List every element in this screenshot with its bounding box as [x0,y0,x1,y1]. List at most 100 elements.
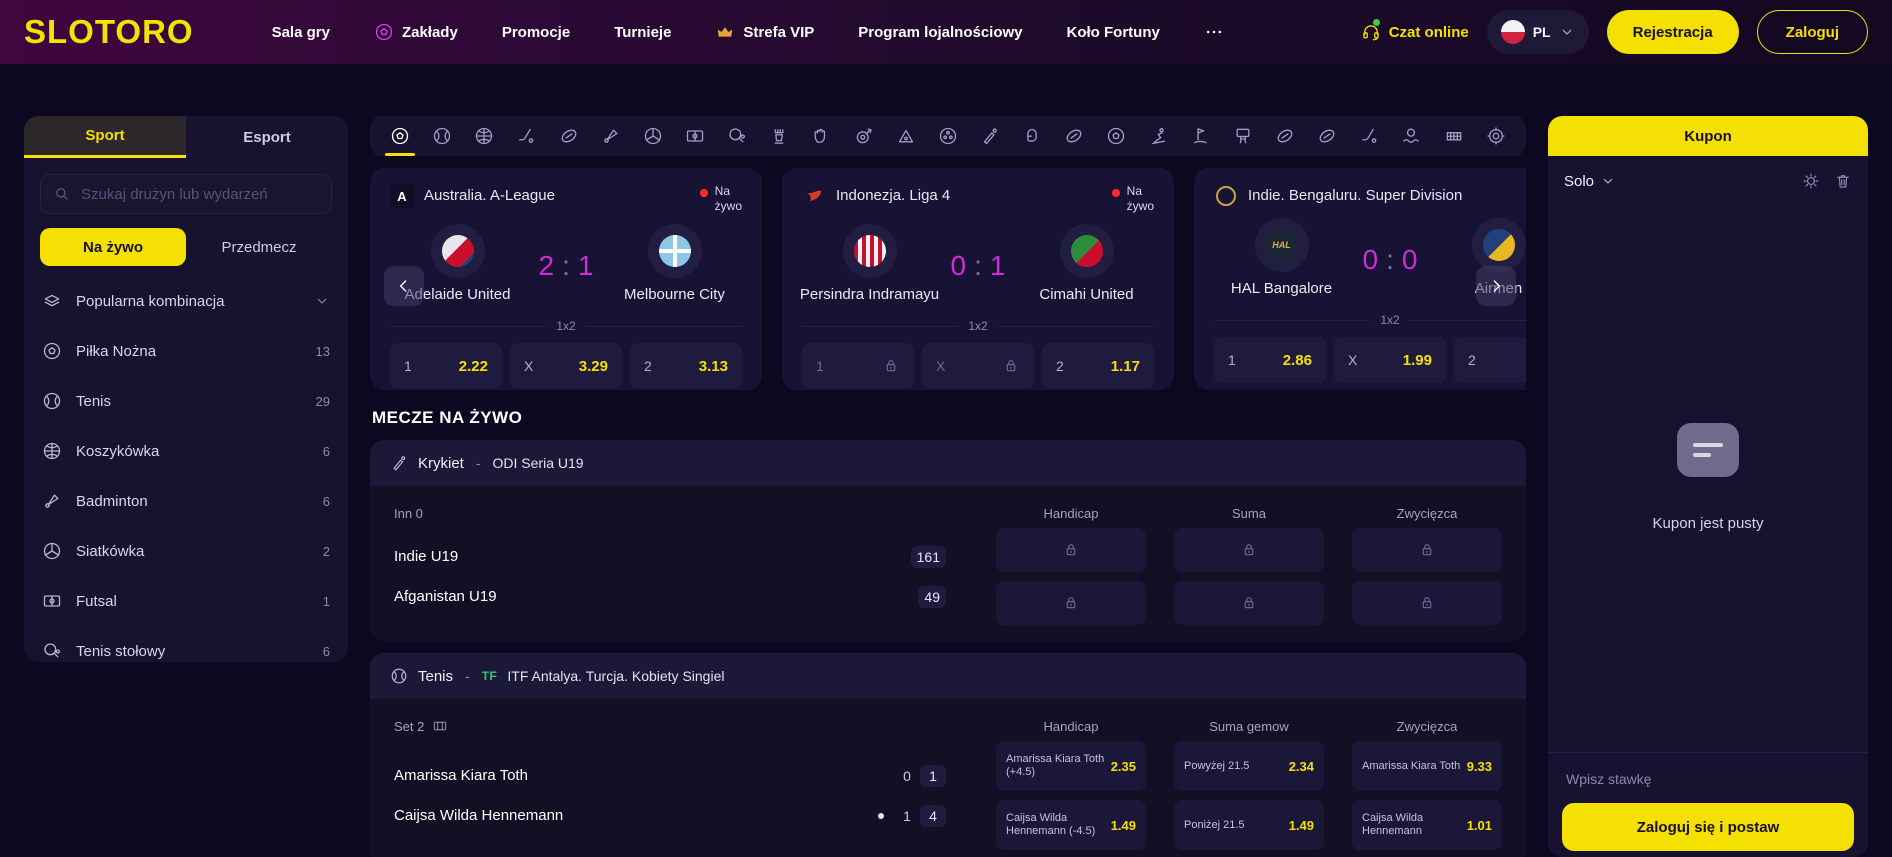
match-card-bengaluru[interactable]: Indie. Bengaluru. Super Division HAL HAL… [1194,168,1526,390]
login-button[interactable]: Zaloguj [1756,10,1868,54]
sidebar-item-futsal[interactable]: Futsal 1 [24,576,348,626]
carousel-prev-button[interactable] [384,266,424,306]
odds-button-under[interactable]: Poniżej 21.5 1.49 [1174,800,1324,850]
cricket-icon[interactable] [980,116,1000,156]
table-tennis-icon[interactable] [727,116,747,156]
bowling-icon[interactable] [938,116,958,156]
sidebar-item-popular-combo[interactable]: Popularna kombinacja [24,276,348,326]
search-input[interactable] [81,185,319,203]
sidebar-item-volleyball[interactable]: Siatkówka 2 [24,526,348,576]
locked-odds-button[interactable] [1174,528,1324,572]
odds-button-handicap-p2[interactable]: Caijsa Wilda Hennemann (-4.5) 1.49 [996,800,1146,850]
betslip-mode-dropdown[interactable]: Solo [1564,173,1616,190]
count-badge: 29 [315,393,330,409]
serving-indicator [878,812,884,819]
odds-button-handicap-p1[interactable]: Amarissa Kiara Toth (+4.5) 2.35 [996,741,1146,791]
odds-button-1[interactable]: 1 2.22 [390,343,502,389]
odds-button-winner-p2[interactable]: Caijsa Wilda Hennemann 1.01 [1352,800,1502,850]
nav-item-strefa-vip[interactable]: Strefa VIP [715,22,814,42]
chess-icon[interactable] [769,116,789,156]
odds-button-1[interactable]: 1 [802,343,914,389]
search-box[interactable] [40,174,332,214]
snooker-icon[interactable] [896,116,916,156]
rugby-league-icon[interactable] [1064,116,1084,156]
futsal-icon [43,595,61,607]
sidebar-item-tennis[interactable]: Tenis 29 [24,376,348,426]
cricket-section-header[interactable]: Krykiet - ODI Seria U19 [370,440,1526,486]
toggle-live[interactable]: Na żywo [40,228,186,266]
brand-logo[interactable]: SLOTORO [24,13,194,50]
sidebar-item-basketball[interactable]: Koszykówka 6 [24,426,348,476]
basketball-3x3-icon[interactable] [1233,116,1253,156]
rugby-icon[interactable] [558,116,579,156]
match-card-liga4[interactable]: Indonezja. Liga 4 Na żywo Persindra Indra… [782,168,1174,390]
nav-item-promocje[interactable]: Promocje [501,23,571,41]
settings-gear-icon[interactable] [1802,172,1820,190]
column-header-total: Suma [1232,505,1266,521]
betslip-header: Kupon [1548,116,1868,156]
beach-volleyball-icon[interactable] [1444,116,1464,156]
darts-icon[interactable] [854,116,874,156]
cricket-team-row[interactable]: Afganistan U19 49 [394,582,946,612]
odds-button-2[interactable]: 2 1.17 [1042,343,1154,389]
match-card-aleague[interactable]: A Australia. A-League Na żywo Adelaide Un… [370,168,762,390]
register-button[interactable]: Rejestracja [1606,10,1739,54]
chat-online-button[interactable]: Czat online [1361,19,1469,42]
futsal-icon[interactable] [685,116,705,156]
nav-item-zaklady[interactable]: Zakłady [374,22,458,42]
odds-button-x[interactable]: X 1.99 [1334,337,1446,383]
tennis-section-header[interactable]: Tenis - TF ITF Antalya. Turcja. Kobiety … [370,653,1526,699]
locked-odds-button[interactable] [1352,581,1502,625]
sidebar-item-table-tennis[interactable]: Tenis stołowy 6 [24,626,348,662]
odds-button-2[interactable]: 2 3.13 [630,343,742,389]
water-polo-icon[interactable] [1401,116,1421,156]
tennis-icon[interactable] [432,116,452,156]
volleyball-icon[interactable] [643,116,663,156]
tab-sport[interactable]: Sport [24,116,186,158]
odds-button-winner-p1[interactable]: Amarissa Kiara Toth 9.33 [1352,741,1502,791]
nav-item-program-lojalnosciowy[interactable]: Program lojalnościowy [858,23,1023,41]
nav-item-turnieje[interactable]: Turnieje [614,23,672,41]
tab-esport[interactable]: Esport [243,128,291,146]
odds-button-over[interactable]: Powyżej 21.5 2.34 [1174,741,1324,791]
more-menu-icon[interactable] [1204,22,1224,42]
sledge-hockey-icon[interactable] [1359,116,1379,156]
sidebar-item-football[interactable]: Piłka Nożna 13 [24,326,348,376]
golf-icon[interactable] [1191,116,1211,156]
american-football-icon[interactable] [1317,116,1337,156]
floorball-icon[interactable] [1106,116,1126,156]
odds-button-x[interactable]: X [922,343,1034,389]
sidebar-item-badminton[interactable]: Badminton 6 [24,476,348,526]
nav-item-kolo-fortuny[interactable]: Koło Fortuny [1066,23,1160,41]
locked-odds-button[interactable] [1352,528,1502,572]
carousel-next-button[interactable] [1476,266,1516,306]
ice-hockey-icon[interactable] [516,116,536,156]
soccer-icon[interactable] [390,116,410,156]
language-selector[interactable]: PL [1486,10,1589,54]
specials-icon[interactable] [1486,116,1506,156]
count-badge: 13 [315,343,330,359]
odds-button-x[interactable]: X 3.29 [510,343,622,389]
toggle-prematch[interactable]: Przedmecz [221,238,297,256]
odds-button-1[interactable]: 1 2.86 [1214,337,1326,383]
ski-jumping-icon[interactable] [1149,116,1169,156]
boxing-icon[interactable] [1022,116,1042,156]
column-header-handicap: Handicap [1043,505,1099,521]
odds-button-2[interactable]: 2 [1454,337,1526,383]
locked-odds-button[interactable] [1174,581,1324,625]
nav-item-sala-gry[interactable]: Sala gry [271,23,330,41]
locked-odds-button[interactable] [996,581,1146,625]
mma-icon[interactable] [811,116,831,156]
cricket-team-row[interactable]: Indie U19 161 [394,542,946,572]
locked-odds-button[interactable] [996,528,1146,572]
login-and-bet-button[interactable]: Zaloguj się i postaw [1562,803,1854,851]
trash-icon[interactable] [1834,172,1852,190]
basketball-icon[interactable] [474,116,494,156]
aussie-rules-icon[interactable] [1275,116,1295,156]
sets-score: 1 [903,807,911,824]
stake-input[interactable] [1562,767,1854,803]
away-team: Melbourne City [607,224,742,303]
tennis-player-row[interactable]: Amarissa Kiara Toth 0 1 [394,761,946,791]
badminton-icon[interactable] [601,116,621,156]
tennis-player-row[interactable]: Caijsa Wilda Hennemann 1 4 [394,801,946,831]
